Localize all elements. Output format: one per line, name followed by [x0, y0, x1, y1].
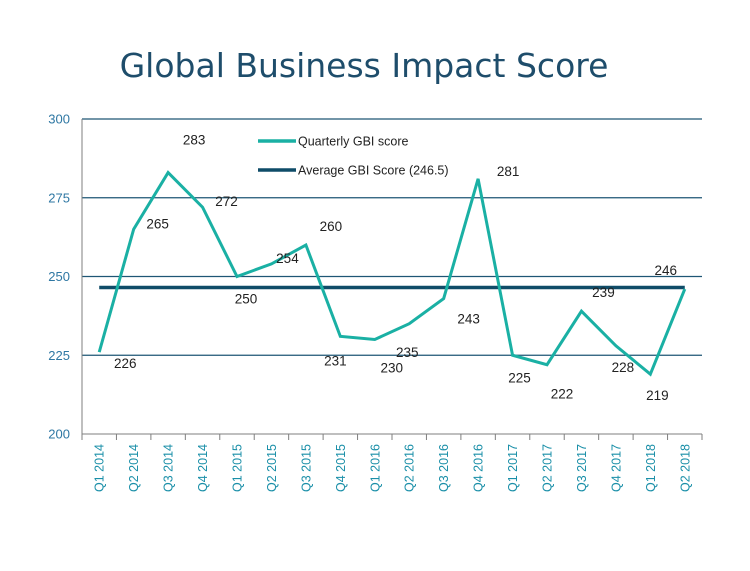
- x-tick-label: Q3 2016: [437, 444, 451, 492]
- legend: Quarterly GBI score Average GBI Score (2…: [258, 135, 449, 178]
- data-label: 235: [396, 345, 419, 360]
- data-label: 250: [235, 292, 258, 307]
- y-tick-label: 250: [48, 269, 70, 284]
- legend-label-average: Average GBI Score (246.5): [298, 164, 449, 178]
- x-tick-label: Q2 2014: [127, 444, 141, 492]
- quarterly-line: [97, 170, 687, 377]
- y-tick-label: 225: [48, 348, 70, 363]
- data-label: 281: [497, 164, 520, 179]
- data-label: 272: [215, 194, 238, 209]
- x-tick-label: Q4 2015: [334, 444, 348, 492]
- x-tick-label: Q4 2014: [196, 444, 210, 492]
- x-tick-label: Q1 2017: [506, 444, 520, 492]
- data-label: 254: [276, 251, 299, 266]
- data-label: 283: [183, 133, 206, 148]
- x-tick-label: Q1 2014: [93, 444, 107, 492]
- data-label: 231: [324, 353, 347, 368]
- axes: [81, 119, 703, 440]
- data-label: 230: [381, 361, 404, 376]
- data-label: 222: [551, 387, 574, 402]
- data-label: 226: [114, 356, 137, 371]
- x-tick-label: Q3 2017: [575, 444, 589, 492]
- data-label: 260: [320, 219, 343, 234]
- gridlines: [82, 118, 702, 356]
- x-tick-label: Q2 2017: [541, 444, 555, 492]
- data-label: 228: [612, 360, 635, 375]
- x-tick-label: Q1 2015: [231, 444, 245, 492]
- x-tick-label: Q4 2016: [472, 444, 486, 492]
- x-tick-label: Q2 2018: [678, 444, 692, 492]
- data-label: 246: [655, 263, 678, 278]
- x-tick-label: Q3 2014: [162, 444, 176, 492]
- x-tick-label: Q2 2016: [403, 444, 417, 492]
- y-tick-label: 200: [48, 427, 70, 442]
- data-label: 225: [508, 370, 531, 385]
- y-tick-label: 275: [48, 190, 70, 205]
- x-tick-label: Q1 2018: [644, 444, 658, 492]
- legend-label-quarterly: Quarterly GBI score: [298, 135, 408, 149]
- x-tick-label: Q3 2015: [299, 444, 313, 492]
- data-label: 239: [592, 285, 615, 300]
- x-tick-label: Q4 2017: [609, 444, 623, 492]
- x-axis-tick-labels: Q1 2014 Q2 2014 Q3 2014 Q4 2014 Q1 2015 Q2 20…: [93, 444, 693, 492]
- x-tick-label: Q2 2015: [265, 444, 279, 492]
- y-axis-tick-labels: 200 225 250 275 300: [48, 112, 70, 442]
- chart-title: Global Business Impact Score: [120, 46, 609, 85]
- data-label: 243: [457, 312, 480, 327]
- data-label: 219: [646, 388, 669, 403]
- x-tick-label: Q1 2016: [368, 444, 382, 492]
- quarterly-series: [97, 170, 687, 377]
- y-tick-label: 300: [48, 112, 70, 127]
- data-label: 265: [146, 216, 169, 231]
